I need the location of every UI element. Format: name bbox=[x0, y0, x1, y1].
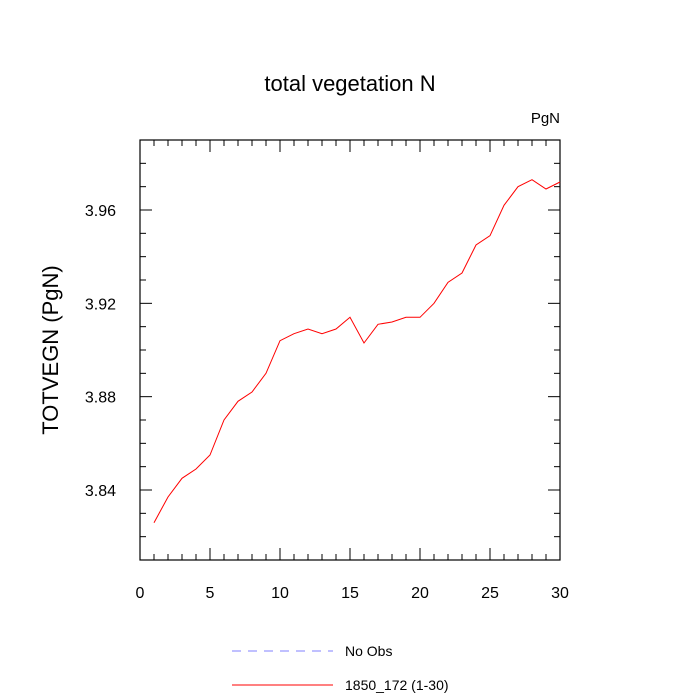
series-lines bbox=[153, 179, 561, 523]
x-tick-label: 15 bbox=[341, 585, 359, 602]
legend-label-1: 1850_172 (1-30) bbox=[345, 677, 449, 693]
y-axis-label: TOTVEGN (PgN) bbox=[38, 265, 63, 435]
x-tick-label: 5 bbox=[206, 585, 215, 602]
series-line-1 bbox=[153, 179, 561, 523]
y-tick-label: 3.88 bbox=[85, 390, 116, 407]
axis-tick-labels: 0 5 10 15 20 25 30 3.84 3.88 3.92 3.96 bbox=[85, 203, 569, 602]
chart-title: total vegetation N bbox=[264, 71, 435, 96]
x-tick-label: 25 bbox=[481, 585, 499, 602]
x-tick-label: 30 bbox=[551, 585, 569, 602]
y-tick-label: 3.96 bbox=[85, 203, 116, 220]
units-label: PgN bbox=[531, 110, 560, 127]
legend: No Obs 1850_172 (1-30) bbox=[232, 643, 449, 693]
axis-ticks bbox=[139, 139, 561, 561]
y-tick-label: 3.84 bbox=[85, 483, 116, 500]
plot-frame bbox=[139, 139, 561, 561]
y-tick-label: 3.92 bbox=[85, 296, 116, 313]
x-tick-label: 0 bbox=[136, 585, 145, 602]
x-tick-label: 20 bbox=[411, 585, 429, 602]
legend-label-0: No Obs bbox=[345, 643, 392, 659]
x-tick-label: 10 bbox=[271, 585, 289, 602]
